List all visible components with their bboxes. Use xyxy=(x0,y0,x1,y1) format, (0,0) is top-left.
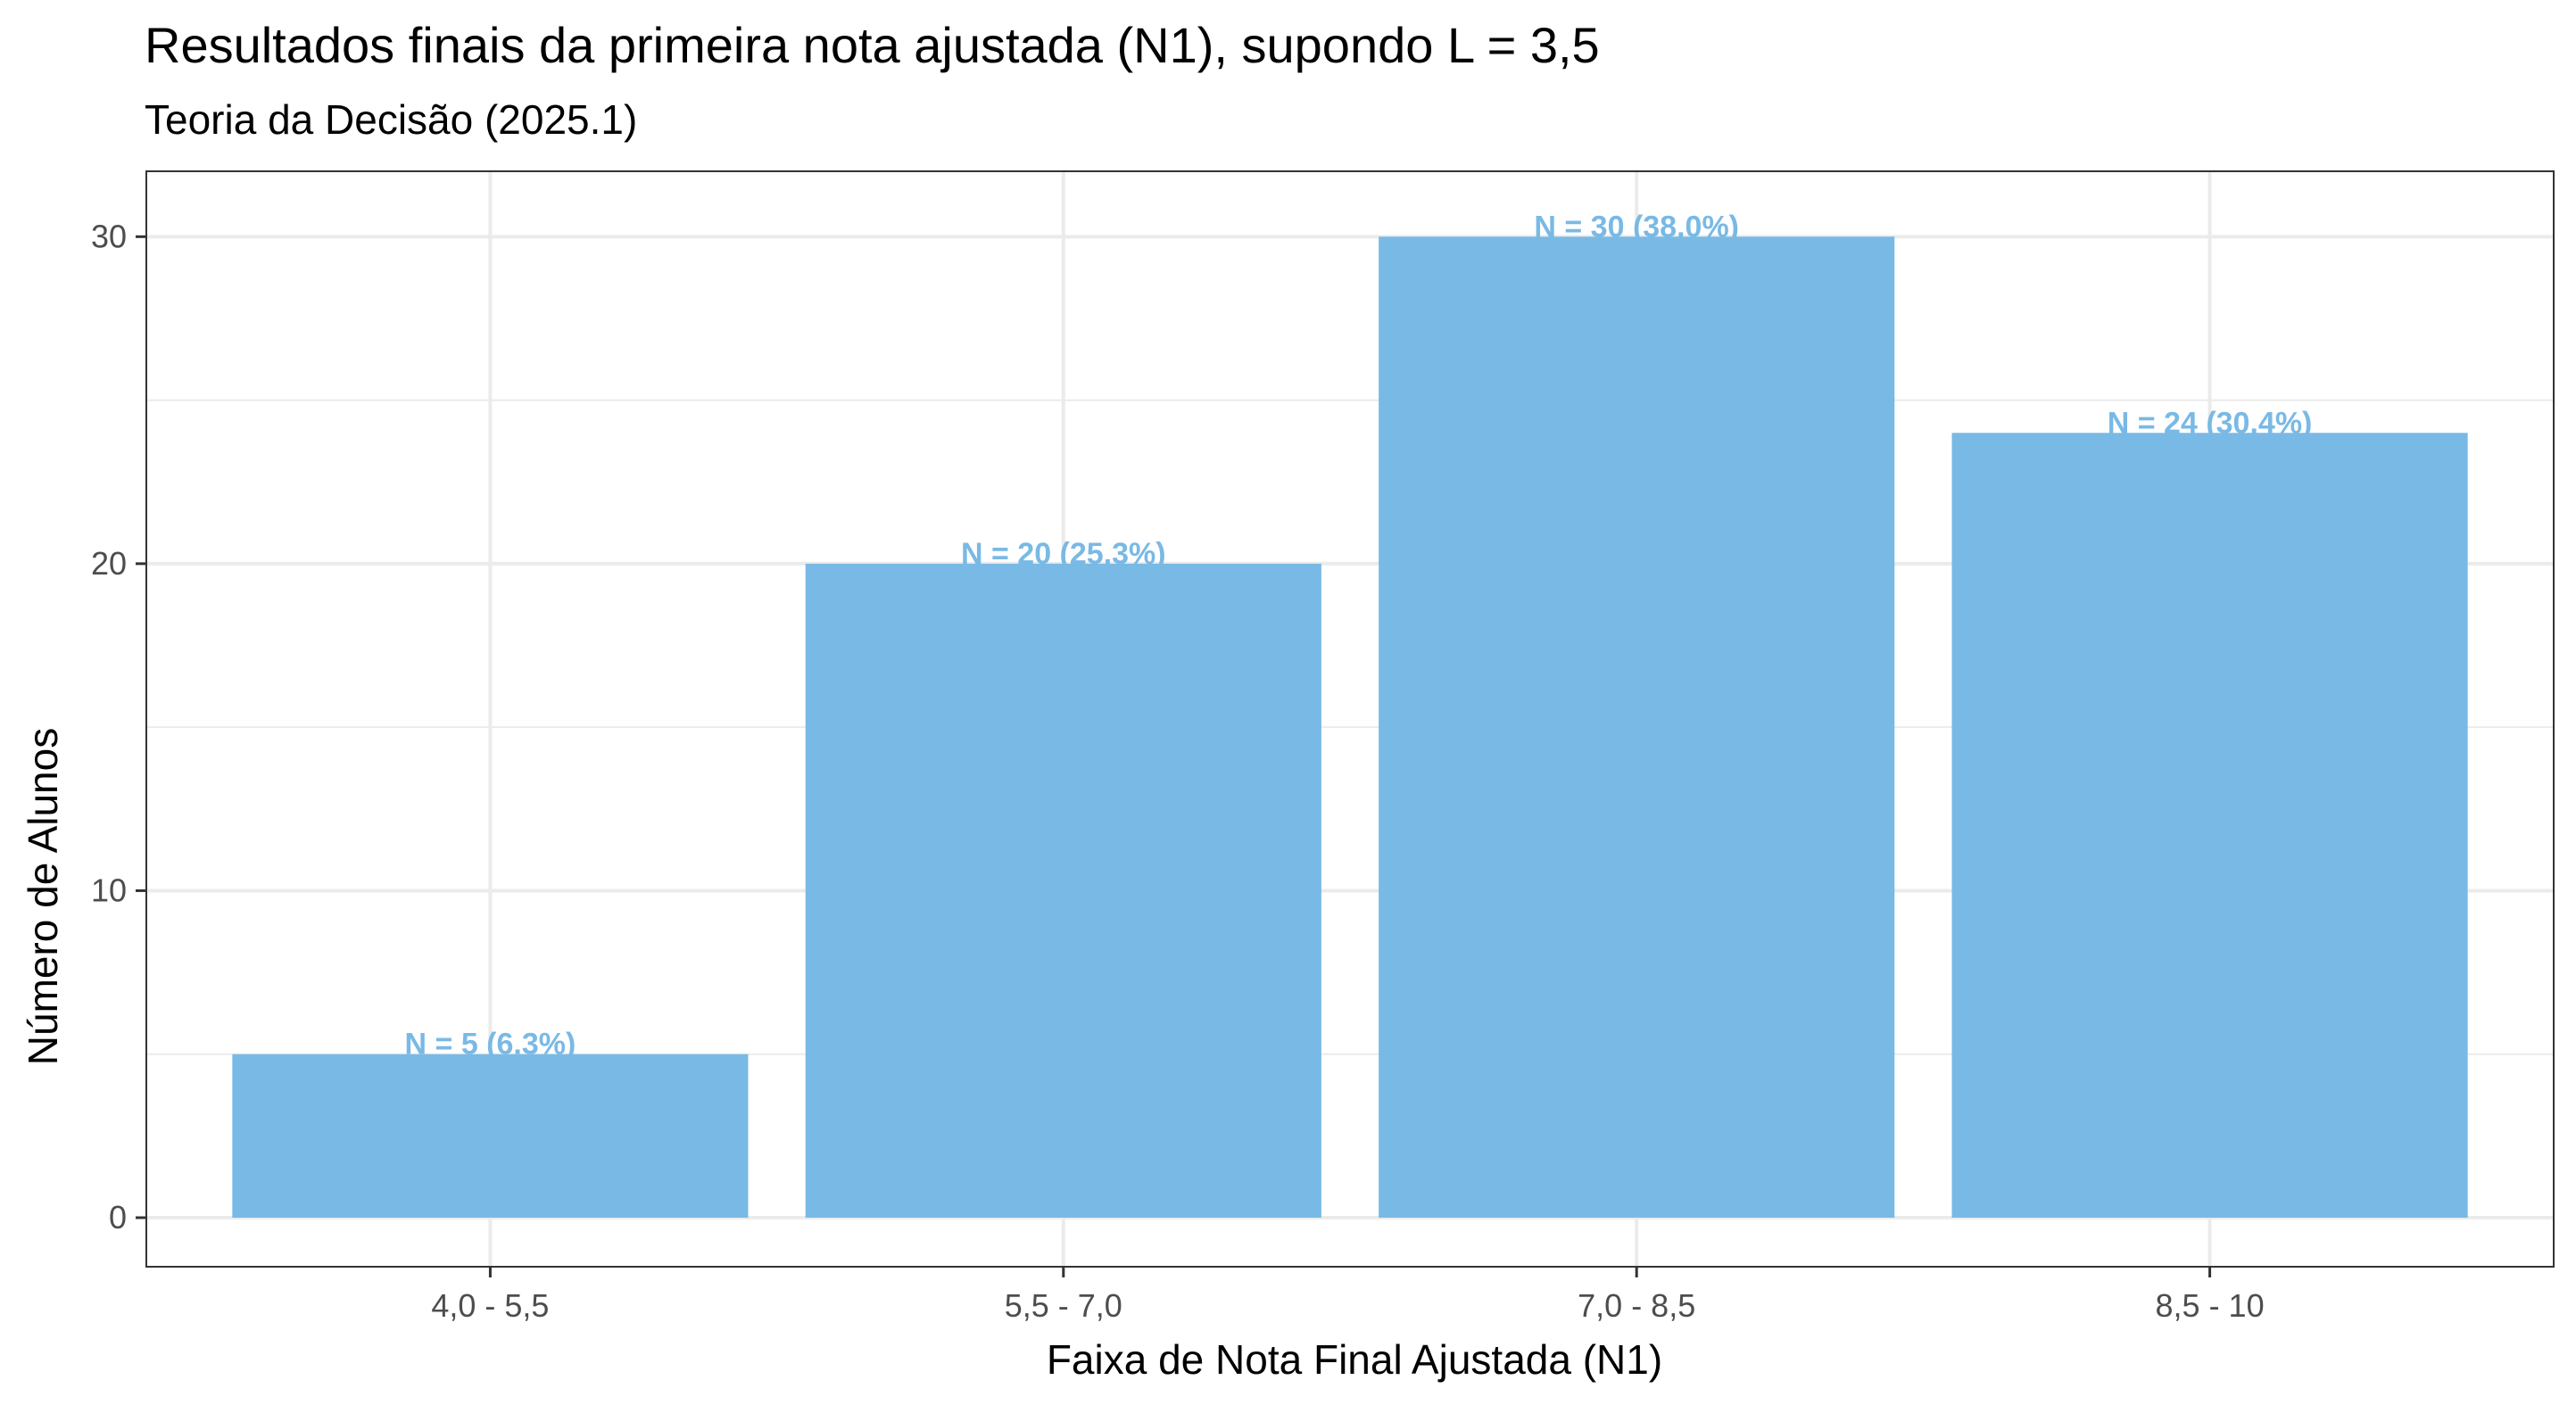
bar xyxy=(1951,433,2468,1219)
y-axis: 0 10 20 30 xyxy=(91,218,146,1236)
bar-data-label: N = 5 (6.3%) xyxy=(405,1028,576,1062)
bars-group xyxy=(232,236,2468,1219)
y-tick-label: 20 xyxy=(91,545,127,582)
bar-data-label: N = 20 (25.3%) xyxy=(961,537,1166,571)
y-tick-label: 30 xyxy=(91,218,127,254)
chart-subtitle: Teoria da Decisão (2025.1) xyxy=(145,96,637,143)
bar-labels-group: N = 5 (6.3%) N = 20 (25.3%) N = 30 (38.0%)… xyxy=(405,210,2313,1061)
y-tick-label: 0 xyxy=(109,1199,127,1236)
x-tick-label: 8,5 - 10 xyxy=(2156,1287,2265,1324)
bar xyxy=(1379,236,1895,1219)
y-tick-label: 10 xyxy=(91,872,127,908)
x-tick-label: 4,0 - 5,5 xyxy=(431,1287,549,1324)
bar-data-label: N = 30 (38.0%) xyxy=(1534,210,1739,244)
y-axis-title: Número de Alunos xyxy=(20,728,66,1065)
x-axis-title: Faixa de Nota Final Ajustada (N1) xyxy=(1047,1336,1662,1383)
x-tick-label: 7,0 - 8,5 xyxy=(1578,1287,1695,1324)
x-axis: 4,0 - 5,5 5,5 - 7,0 7,0 - 8,5 8,5 - 10 xyxy=(431,1267,2265,1324)
bar-data-label: N = 24 (30.4%) xyxy=(2108,406,2313,440)
chart-title: Resultados finais da primeira nota ajust… xyxy=(145,17,1600,73)
bar xyxy=(805,563,1321,1219)
x-tick-label: 5,5 - 7,0 xyxy=(1005,1287,1122,1324)
plot-panel-border xyxy=(145,170,2555,1268)
bar xyxy=(232,1054,749,1219)
